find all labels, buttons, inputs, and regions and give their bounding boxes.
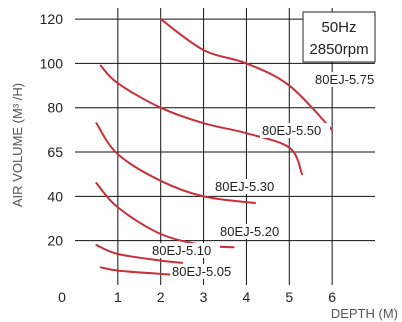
series-label-80EJ-5.50: 80EJ-5.50 (262, 123, 321, 138)
x-tick-label: 2 (157, 289, 165, 305)
info-box-frequency: 50Hz (321, 19, 356, 36)
y-tick-label: 120 (40, 11, 64, 27)
x-tick-label: 6 (328, 289, 336, 305)
series-label-bg (260, 123, 330, 138)
info-box-frame (302, 11, 376, 63)
curves (95, 18, 334, 276)
series-label-80EJ-5.75: 80EJ-5.75 (315, 72, 374, 87)
series-line-80EJ-5.10 (95, 244, 184, 264)
series-line-80EJ-5.75 (159, 18, 334, 131)
y-axis-label: AIR VOLUME (M³ /H) (10, 83, 25, 207)
series-line-80EJ-5.30 (95, 122, 256, 204)
y-tick-label: 40 (47, 188, 63, 204)
series-label-bg (213, 179, 283, 194)
series-label-bg (313, 72, 385, 87)
info-box: 50Hz 2850rpm (302, 11, 376, 63)
series-labels: 80EJ-5.75 80EJ-5.50 80EJ-5.30 80EJ-5.20 80EJ… (150, 72, 385, 279)
series-line-80EJ-5.05 (99, 266, 179, 276)
info-box-speed: 2850rpm (309, 41, 368, 58)
x-axis-label: DEPTH (M) (331, 306, 398, 321)
series-label-80EJ-5.20: 80EJ-5.20 (220, 224, 279, 239)
series-label-bg (170, 264, 242, 279)
y-tick-label: 65 (47, 144, 63, 160)
tick-labels: 20 40 65 80 100 120 0 1 2 3 4 5 6 (40, 11, 337, 305)
x-tick-label: 5 (285, 289, 293, 305)
series-line-80EJ-5.50 (99, 64, 304, 176)
y-tick-label: 80 (47, 100, 63, 116)
series-label-80EJ-5.30: 80EJ-5.30 (215, 179, 274, 194)
x-tick-label: 1 (114, 289, 122, 305)
x-tick-label: 0 (58, 289, 66, 305)
y-tick-label: 20 (47, 233, 63, 249)
series-label-bg (218, 224, 288, 239)
x-tick-label: 4 (243, 289, 251, 305)
series-label-80EJ-5.05: 80EJ-5.05 (172, 264, 231, 279)
series-label-bg (150, 243, 220, 258)
y-tick-label: 100 (40, 55, 64, 71)
series-label-80EJ-5.10: 80EJ-5.10 (152, 243, 211, 258)
x-tick-label: 3 (200, 289, 208, 305)
